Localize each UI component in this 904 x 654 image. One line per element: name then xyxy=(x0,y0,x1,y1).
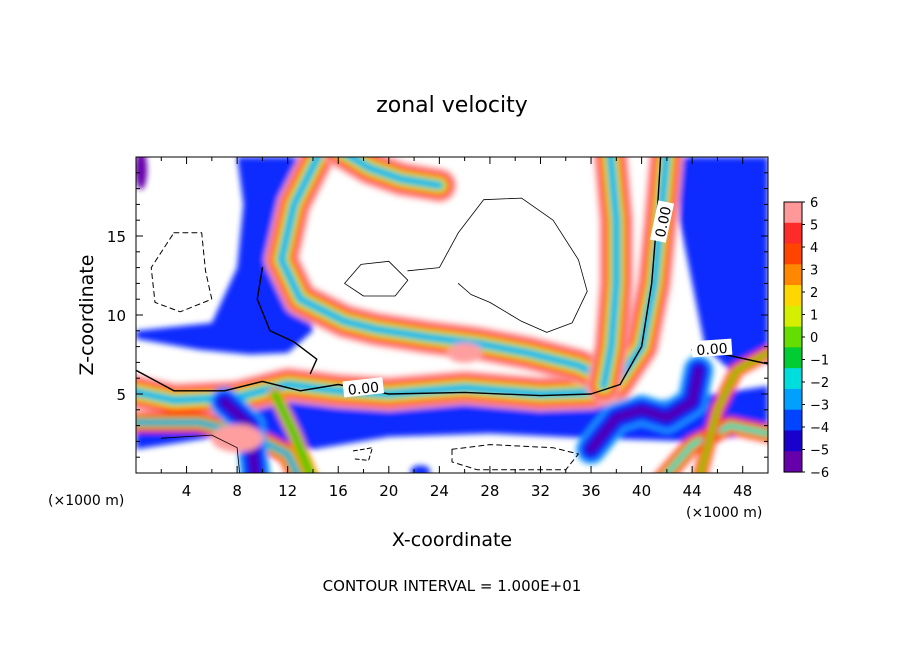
x-tick-label: 32 xyxy=(531,482,550,500)
colorbar-label: −1 xyxy=(810,354,829,369)
colorbar-label: −3 xyxy=(810,399,829,414)
x-unit-note-right: (×1000 m) xyxy=(686,505,762,521)
colorbar-label: −6 xyxy=(810,466,829,481)
field-blue-right xyxy=(679,157,768,371)
colorbar-label: 0 xyxy=(810,331,818,346)
contour-dashed-left xyxy=(150,232,213,313)
colorbar-swatch xyxy=(784,222,802,245)
y-axis: 5 10 15 xyxy=(107,172,768,458)
contour-label-group: 0.00 xyxy=(691,338,733,359)
x-tick-label: 48 xyxy=(733,482,752,500)
contour-label-group: 0.00 xyxy=(342,377,385,399)
colorbar-swatch xyxy=(784,388,802,411)
x-axis-label: X-coordinate xyxy=(392,529,512,551)
band-top xyxy=(347,157,442,188)
x-tick-label: 28 xyxy=(480,482,499,500)
colorbar-swatch xyxy=(784,409,802,432)
x-tick-label: 12 xyxy=(278,482,297,500)
colorbar-label: 4 xyxy=(810,241,818,256)
x-tick-label: 36 xyxy=(581,482,600,500)
colorbar-label: 2 xyxy=(810,286,818,301)
colorbar-label: −5 xyxy=(810,444,829,459)
contour-label-bg xyxy=(650,200,675,243)
colorbar: 6 5 4 3 2 1 0 −1 −2 −3 −4 −5 −6 xyxy=(783,196,829,481)
y-tick-label: 5 xyxy=(116,386,126,404)
colorbar-label: −4 xyxy=(810,421,829,436)
x-tick-label: 16 xyxy=(329,482,348,500)
contour-zero-main xyxy=(136,157,662,397)
band-left-negative xyxy=(222,399,258,473)
x-tick-label: 24 xyxy=(430,482,449,500)
colorbar-label: −2 xyxy=(810,376,829,391)
contour-dashed-small xyxy=(352,447,373,461)
chart-title: zonal velocity xyxy=(376,93,528,118)
band-upper-left xyxy=(279,157,606,381)
patch-pink-2 xyxy=(446,342,483,363)
contour-lower-left xyxy=(160,434,241,473)
field-blue-left xyxy=(136,157,313,355)
colorbar-swatch xyxy=(784,305,802,328)
contour-label: 0.00 xyxy=(347,380,380,399)
contour-zero-left xyxy=(256,266,318,375)
y-tick-label: 10 xyxy=(107,307,126,325)
x-tick-label: 40 xyxy=(632,482,651,500)
colorbar-swatch xyxy=(784,285,802,307)
patch-pink-1 xyxy=(211,424,264,453)
colorbar-label: 6 xyxy=(810,196,818,211)
colorbar-swatch xyxy=(784,202,802,224)
contour-label: 0.00 xyxy=(653,205,675,239)
contour-label: 0.00 xyxy=(696,341,728,359)
x-tick-label: 20 xyxy=(379,482,398,500)
colorbar-swatch xyxy=(784,368,802,390)
contour-large-loop xyxy=(407,197,588,333)
colorbar-label: 1 xyxy=(810,309,818,324)
plot-area: 0.00 0.00 0.00 xyxy=(136,157,768,473)
contour-label-group: 0.00 xyxy=(650,200,675,243)
contour-label-bg xyxy=(342,377,385,398)
band-negative-mid xyxy=(589,368,701,452)
colorbar-swatch xyxy=(784,243,802,265)
colorbar-swatch xyxy=(784,326,802,348)
colorbar-swatch xyxy=(784,451,802,473)
contour-dashed-bottom xyxy=(451,444,579,471)
patch-purple-edge xyxy=(136,157,148,190)
band-lower-branch xyxy=(271,390,315,473)
band-main xyxy=(136,157,669,403)
y-tick-label: 15 xyxy=(107,228,126,246)
contour-small-loop xyxy=(344,260,409,297)
x-tick-label: 44 xyxy=(683,482,702,500)
colorbar-label: 3 xyxy=(810,264,818,279)
colorbar-swatch xyxy=(784,347,802,369)
contour-label-bg xyxy=(691,338,733,358)
colorbar-label: 5 xyxy=(810,219,818,234)
x-unit-note-left: (×1000 m) xyxy=(48,493,124,509)
patch-blue-small xyxy=(410,465,431,473)
band-right-tail xyxy=(698,350,768,473)
y-axis-label: Z-coordinate xyxy=(76,255,98,376)
contour-interval-footer: CONTOUR INTERVAL = 1.000E+01 xyxy=(323,577,582,595)
x-tick-label: 8 xyxy=(232,482,242,500)
colorbar-swatch xyxy=(784,264,802,286)
band-right-column xyxy=(601,157,619,389)
x-axis: 4 8 12 16 20 24 28 32 36 40 44 48 xyxy=(160,157,752,500)
colorbar-swatch xyxy=(784,430,802,452)
x-tick-label: 4 xyxy=(182,482,192,500)
